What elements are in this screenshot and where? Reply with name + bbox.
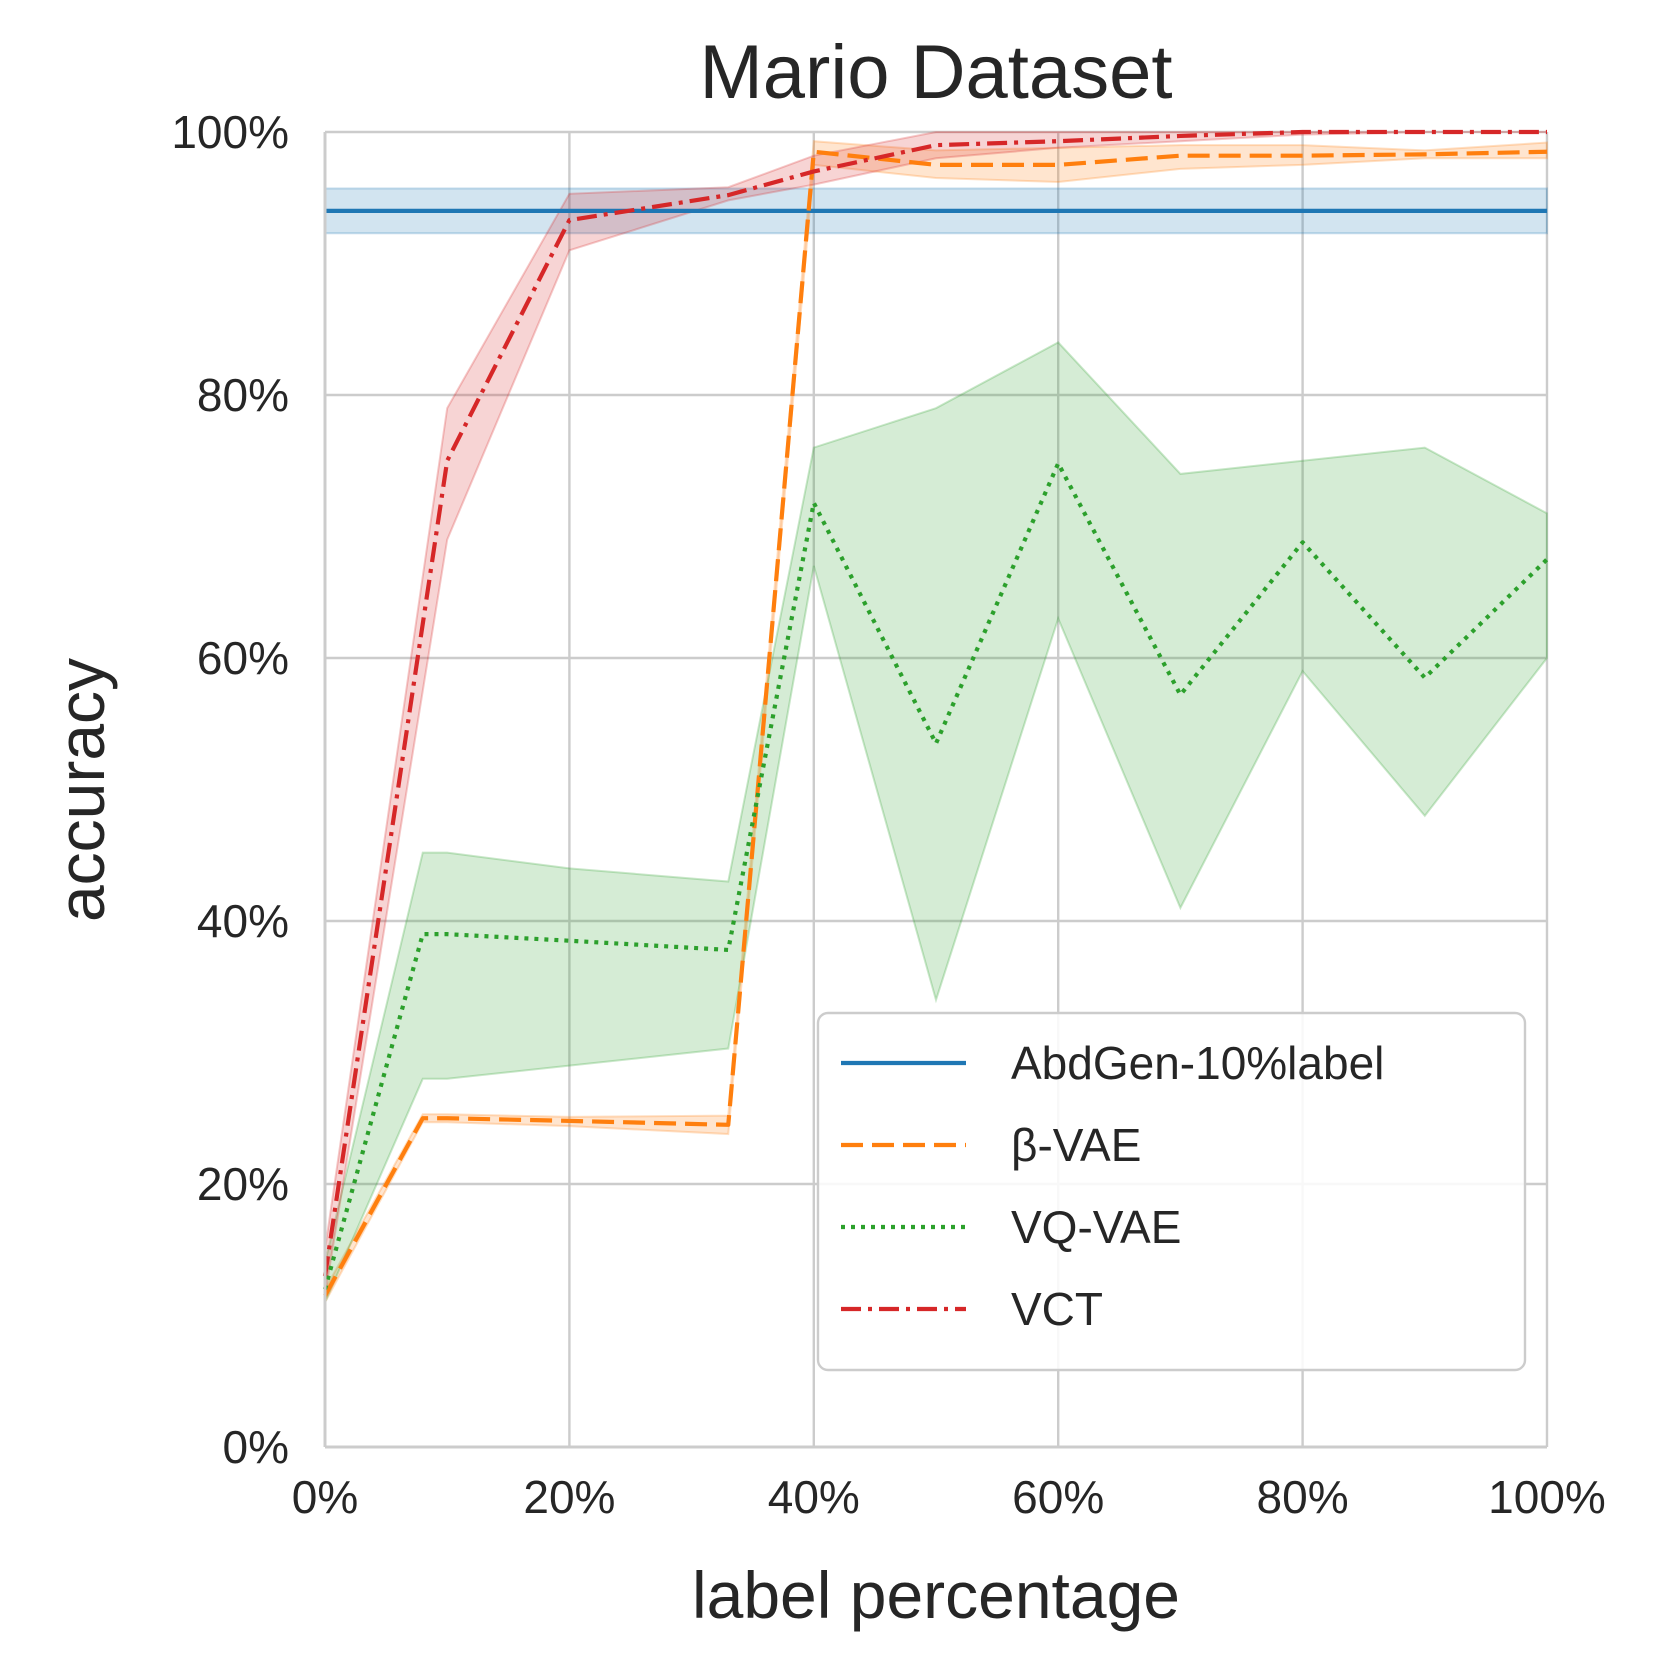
x-tick-label: 0% — [292, 1471, 358, 1523]
y-tick-label: 0% — [223, 1421, 289, 1473]
legend-label: β-VAE — [1011, 1119, 1141, 1171]
y-tick-label: 60% — [197, 632, 289, 684]
band-VQ-VAE — [324, 341, 1548, 1303]
series-line-VCT — [322, 129, 1547, 1277]
y-tick-label: 40% — [197, 895, 289, 947]
axes-spines — [323, 132, 1547, 1449]
x-axis-label: label percentage — [692, 1558, 1180, 1632]
series-lines — [322, 129, 1549, 1297]
series-line-β-VAE — [323, 149, 1548, 1297]
y-tick-label: 80% — [197, 369, 289, 421]
x-tick-label: 40% — [768, 1471, 860, 1523]
y-tick-label: 20% — [197, 1158, 289, 1210]
legend-label: VQ-VAE — [1011, 1201, 1181, 1253]
x-tick-label: 80% — [1257, 1471, 1349, 1523]
y-axis-label: accuracy — [44, 658, 118, 922]
series-line-VQ-VAE — [322, 461, 1549, 1290]
legend: AbdGen-10%label β-VAE VQ-VAE VCT — [816, 1011, 1527, 1372]
legend-frame — [816, 1011, 1527, 1372]
grid — [323, 130, 1549, 1449]
x-tick-label: 60% — [1012, 1471, 1104, 1523]
legend-label: AbdGen-10%label — [1011, 1037, 1384, 1089]
x-tick-label: 20% — [523, 1471, 615, 1523]
chart-title: Mario Dataset — [699, 30, 1172, 115]
legend-label: VCT — [1011, 1283, 1103, 1335]
tick-labels: 0% 20% 40% 60% 80% 100% 0% 20% 40% 60% 80% 100% — [171, 106, 1605, 1523]
y-tick-label: 100% — [171, 106, 289, 158]
x-tick-label: 100% — [1488, 1471, 1606, 1523]
